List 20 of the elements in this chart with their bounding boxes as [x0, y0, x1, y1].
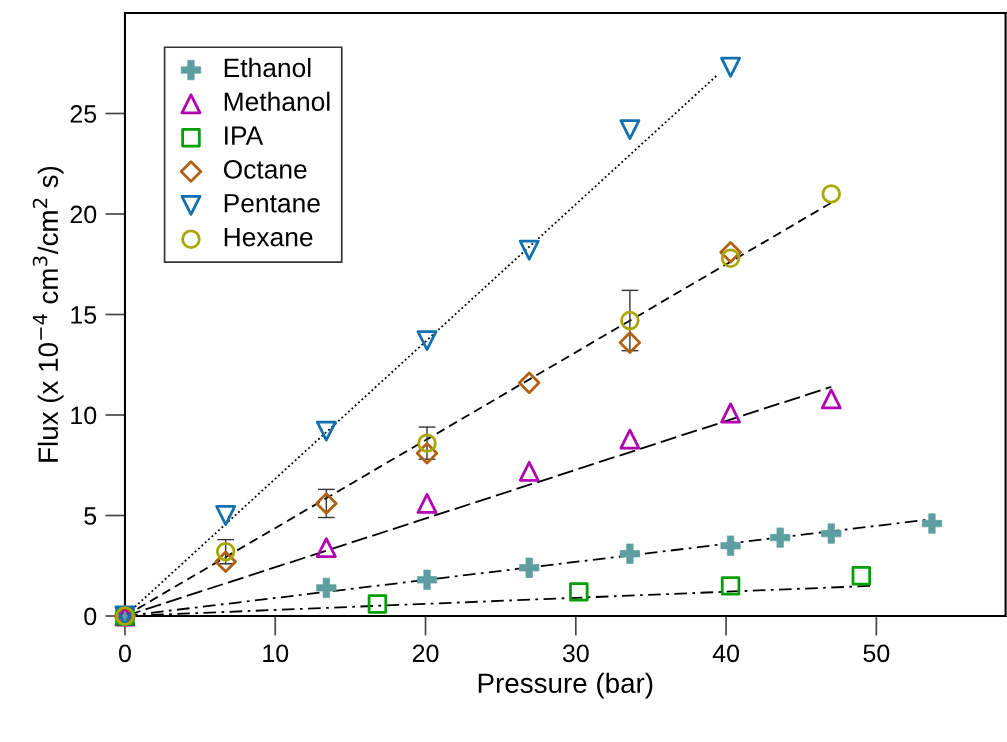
x-tick-label: 20 [412, 644, 439, 663]
x-tick-label: 50 [863, 644, 890, 663]
x-tick-label: 10 [263, 644, 289, 663]
y-tick-label: 5 [84, 507, 97, 525]
legend-label: Octane [223, 160, 307, 179]
x-tick-label: 40 [712, 644, 739, 663]
legend-label: Pentane [224, 194, 320, 213]
x-tick-label: 30 [562, 644, 589, 663]
y-axis-title: Flux (x 10$^{−4}$ cm$^{3}$/cm$^{2}$ s) [32, 166, 64, 462]
y-tick-label: 10 [71, 406, 97, 425]
legend-label: Ethanol [224, 57, 311, 78]
y-tick-label: 25 [70, 105, 97, 123]
y-tick-label: 20 [70, 205, 97, 224]
y-tick-label: 0 [84, 607, 97, 626]
legend-label: Methanol [224, 91, 330, 112]
x-tick-label: 0 [118, 644, 131, 663]
y-tick-label: 15 [71, 306, 97, 324]
legend-label: Hexane [224, 227, 313, 247]
x-axis-title: Pressure (bar) [478, 672, 653, 699]
legend-label: IPA [225, 126, 264, 145]
